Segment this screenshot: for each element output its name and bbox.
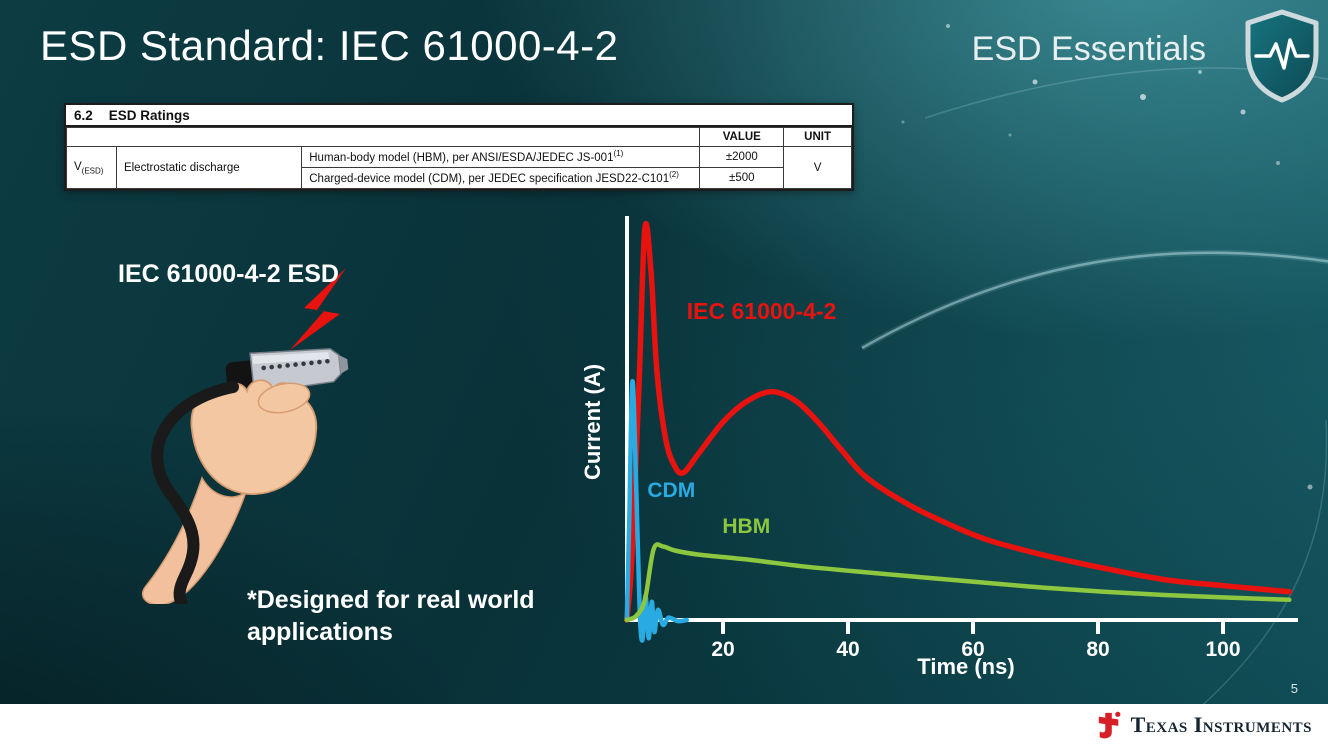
esd-shield-icon [1245,9,1319,103]
page-number: 5 [1290,681,1298,696]
y-axis-label: Current (A) [584,364,605,480]
table-row: Charged-device model (CDM), per JEDEC sp… [67,167,852,190]
cdm-description-cell: Charged-device model (CDM), per JEDEC sp… [301,167,701,190]
table-header-row: VALUE UNIT [65,127,852,147]
ti-logo-text: Texas Instruments [1130,712,1312,737]
series-curve-hbm [624,542,1292,623]
shield-outline [1245,9,1319,103]
swoosh-line [861,251,1328,350]
hdmi-connector [225,348,349,394]
unit-cell: V [783,145,852,190]
param-symbol-cell: V(ESD) [66,145,117,190]
column-header-value: VALUE [699,127,785,147]
x-tick-label: 80 [1086,638,1109,661]
pulse-line [1254,38,1310,70]
section-name: ESD Ratings [108,108,190,123]
footer-bar: Texas Instruments [0,704,1328,746]
esd-current-waveform-chart: 20 40 60 80 100 IEC 61000-4-2 CDM HBM Current … [584,216,1298,679]
sparkle-dots [901,24,1313,490]
x-axis-label: Time (ns) [917,654,1014,679]
series-label-iec-61000-4-2: IEC 61000-4-2 [687,298,837,324]
ti-logo-icon [1098,711,1120,739]
cdm-value-cell: ±500 [699,167,785,190]
header-blank-cell [65,127,701,147]
swoosh-glow [860,249,1328,351]
series-curve-iec-61000-4-2 [624,221,1293,623]
footnote-ref: (1) [613,149,624,158]
param-name-cell: Electrostatic discharge [115,145,303,190]
hbm-value-cell: ±2000 [699,145,785,169]
connector-pins [261,358,330,371]
connector-tip [338,355,349,374]
connector-shine [252,352,330,365]
hand-holding-hdmi-illustration [141,268,349,604]
x-tick-label: 40 [836,638,859,661]
x-tick-label: 60 [961,638,984,661]
series-curve-cdm [624,379,690,643]
param-symbol-sub: (ESD) [81,165,104,175]
chart-axes: 20 40 60 80 100 [625,216,1298,661]
param-symbol: V [74,160,82,173]
hbm-description-cell: Human-body model (HBM), per ANSI/ESDA/JE… [301,145,701,169]
designed-for-real-world-note: *Designed for real world applications [247,586,535,646]
x-tick-label: 100 [1205,638,1240,661]
hdmi-cable [151,381,239,604]
chart-series: IEC 61000-4-2 CDM HBM [624,221,1293,643]
page-title: ESD Standard: IEC 61000-4-2 [40,22,619,69]
section-number: 6.2 [74,108,93,123]
iec-esd-caption: IEC 61000-4-2 ESD [118,260,339,288]
esd-ratings-table: 6.2 ESD Ratings VALUE UNIT V(ESD) Electr… [64,103,854,192]
footnote-ref: (2) [669,170,679,180]
table-section-title: 6.2 ESD Ratings [66,105,852,127]
x-tick-label: 20 [711,638,734,661]
thumb [257,382,311,414]
series-brand-title: ESD Essentials [971,30,1206,68]
series-label-hbm: HBM [722,515,770,538]
table-row: V(ESD) Electrostatic discharge Human-bod… [66,145,852,190]
column-header-unit: UNIT [783,127,852,147]
series-label-cdm: CDM [647,479,695,502]
